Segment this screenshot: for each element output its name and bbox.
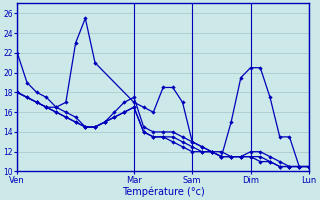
X-axis label: Température (°c): Température (°c) (122, 186, 204, 197)
